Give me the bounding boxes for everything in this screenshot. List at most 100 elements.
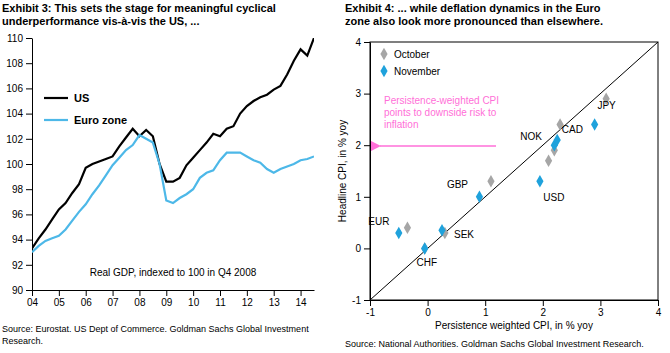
y-axis-tick-mark — [364, 42, 370, 43]
point-label: GBP — [447, 179, 468, 190]
point-label: CHF — [416, 257, 437, 268]
x-axis-tick-label: 07 — [108, 297, 120, 308]
x-axis-tick: 2 — [541, 300, 547, 318]
legend-label: November — [394, 66, 441, 77]
legend-swatch — [44, 119, 68, 121]
annotation: points to downside risk to — [384, 107, 497, 118]
scatter-point — [421, 242, 428, 254]
source-note: Source: Eurostat. US Dept of Commerce. G… — [2, 324, 309, 334]
x-axis-tick: 10 — [188, 290, 200, 308]
x-axis-tick: 09 — [161, 290, 173, 308]
x-axis-tick-label: 14 — [296, 297, 308, 308]
y-axis-tick-label: 4 — [355, 37, 361, 48]
x-axis-tick: 07 — [108, 290, 120, 308]
y-axis-tick: 3 — [355, 88, 370, 99]
y-axis-tick: 92 — [12, 260, 32, 271]
x-axis-tick-label: 2 — [541, 307, 547, 318]
y-axis-tick: 94 — [12, 234, 32, 245]
annotation: Real GDP, indexed to 100 in Q4 2008 — [90, 267, 257, 278]
legend-label: Euro zone — [74, 114, 127, 126]
y-axis-tick-mark — [26, 63, 32, 64]
point-label: SEK — [454, 229, 474, 240]
y-axis-tick-mark — [364, 145, 370, 146]
x-axis: -1 0 1 2 3 4 — [366, 300, 662, 318]
x-axis-tick-mark — [139, 290, 140, 296]
y-axis-tick-mark — [26, 265, 32, 266]
y-axis-tick: 98 — [12, 184, 32, 195]
x-axis-tick-label: 4 — [656, 307, 662, 318]
x-axis-tick: 0 — [425, 300, 431, 318]
y-axis-tick: 100 — [6, 159, 32, 170]
plot-area — [370, 42, 658, 300]
y-axis-tick-label: 110 — [7, 33, 23, 44]
scatter-point — [421, 242, 428, 254]
chart-title: zone also look more pronounced than else… — [345, 15, 603, 27]
x-axis-tick-label: 1 — [483, 307, 489, 318]
y-axis-tick-mark — [364, 300, 370, 301]
x-axis-tick: 13 — [269, 290, 281, 308]
source-note: Research. — [2, 336, 43, 346]
reference-line — [370, 42, 658, 300]
x-axis-tick: 3 — [598, 300, 604, 318]
y-axis-tick-label: 2 — [355, 140, 361, 151]
y-axis-tick: 1 — [355, 192, 370, 203]
x-axis-tick-mark — [543, 300, 544, 306]
x-axis-tick-mark — [485, 300, 486, 306]
series-line — [32, 135, 314, 252]
y-axis-tick-label: 96 — [12, 209, 24, 220]
y-axis-tick: 110 — [7, 33, 32, 44]
source-note: Source: National Authorities. Goldman Sa… — [345, 339, 644, 349]
y-axis-tick-label: 3 — [355, 88, 361, 99]
x-axis-tick-mark — [193, 290, 194, 296]
x-axis-tick-mark — [220, 290, 221, 296]
y-axis-tick-label: 0 — [355, 243, 361, 254]
y-axis-line — [370, 43, 371, 301]
y-axis-tick-mark — [26, 164, 32, 165]
y-axis-tick: 106 — [6, 83, 32, 94]
point-label: JPY — [597, 100, 616, 111]
y-axis-tick-mark — [26, 214, 32, 215]
scatter-point — [545, 154, 552, 166]
y-axis-tick-mark — [26, 290, 32, 291]
chart-title: underperformance vis-à-vis the US, ... — [2, 15, 199, 27]
legend-label: October — [394, 49, 430, 60]
plot-area — [32, 38, 314, 252]
x-axis-tick-mark — [600, 300, 601, 306]
annotation: Persistence-weighted CPI — [384, 95, 499, 106]
x-axis-tick-label: 0 — [425, 307, 431, 318]
y-axis-tick-mark — [26, 114, 32, 115]
x-axis-title: Persistence weighted CPI, in % yoy — [435, 320, 593, 331]
x-axis-tick: 08 — [134, 290, 146, 308]
x-axis-tick: 1 — [483, 300, 489, 318]
x-axis-tick-label: 3 — [598, 307, 604, 318]
y-axis-tick: 2 — [355, 140, 370, 151]
x-axis-tick-mark — [301, 290, 302, 296]
y-axis-tick-mark — [26, 240, 32, 241]
annotation-arrow — [380, 145, 496, 147]
y-axis-tick-label: 106 — [6, 83, 23, 94]
x-axis-tick: 12 — [242, 290, 254, 308]
x-axis-tick-mark — [32, 290, 33, 296]
y-axis-tick: 104 — [6, 108, 32, 119]
x-axis-tick-label: 08 — [134, 297, 146, 308]
y-axis-tick-label: 90 — [12, 285, 24, 296]
scatter-point — [395, 227, 402, 239]
x-axis-tick: 11 — [215, 290, 226, 308]
chart-canvas: Exhibit 3: This sets the stage for meani… — [0, 0, 670, 353]
scatter-point — [438, 224, 445, 236]
y-axis-tick-label: 92 — [12, 260, 24, 271]
y-axis-tick-label: -1 — [352, 295, 361, 306]
plot-frame — [370, 42, 658, 300]
point-label: CAD — [562, 124, 583, 135]
annotation: inflation — [384, 119, 418, 130]
y-axis-tick: 102 — [6, 134, 32, 145]
x-axis-tick-mark — [86, 290, 87, 296]
x-axis-tick-label: 06 — [81, 297, 93, 308]
y-axis-tick: 4 — [355, 37, 370, 48]
y-axis-tick: 0 — [355, 243, 370, 254]
scatter-point — [591, 118, 598, 130]
y-axis-tick-label: 104 — [6, 108, 23, 119]
x-axis-tick-mark — [370, 300, 371, 306]
y-axis: -1 0 1 2 3 4 — [352, 37, 370, 306]
x-axis-tick-label: -1 — [366, 307, 375, 318]
